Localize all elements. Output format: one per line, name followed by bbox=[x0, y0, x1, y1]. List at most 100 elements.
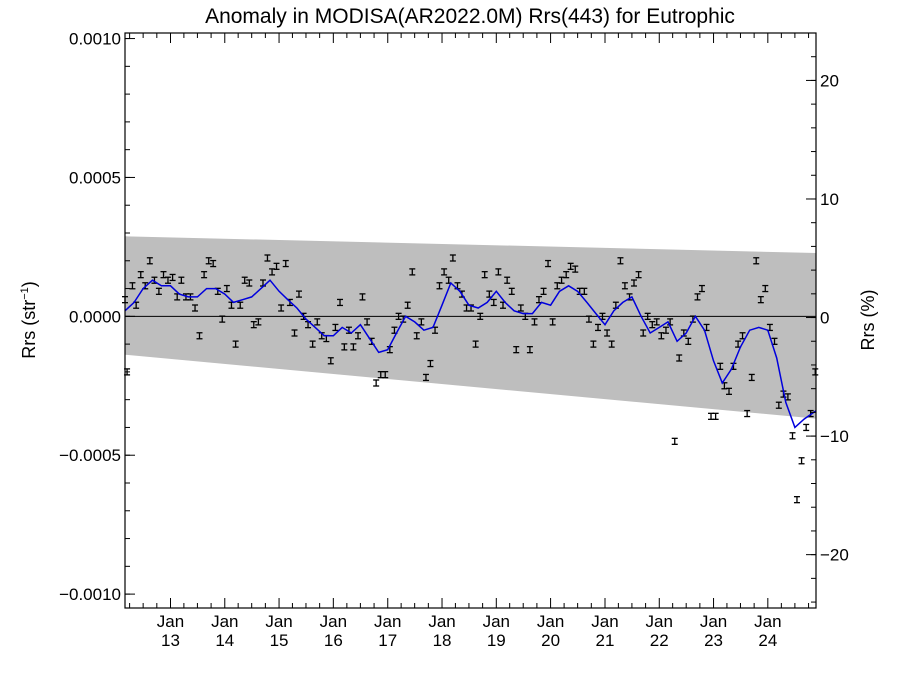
data-point bbox=[291, 329, 298, 337]
data-point bbox=[155, 287, 162, 295]
data-point bbox=[359, 293, 366, 301]
x-tick-month: Jan bbox=[374, 612, 401, 631]
data-point bbox=[178, 276, 185, 284]
data-point bbox=[798, 457, 805, 465]
data-point bbox=[563, 271, 570, 279]
data-point bbox=[449, 254, 456, 262]
data-point bbox=[332, 323, 339, 332]
x-tick-month: Jan bbox=[428, 612, 455, 631]
data-point bbox=[364, 318, 371, 326]
data-point bbox=[192, 304, 199, 312]
data-point bbox=[327, 357, 334, 365]
data-point bbox=[129, 282, 136, 290]
data-point bbox=[604, 329, 611, 337]
data-point bbox=[653, 318, 660, 326]
right-axis: 20 10 0 −10 −20 bbox=[806, 32, 849, 603]
data-point bbox=[630, 279, 637, 287]
x-tick-year: 15 bbox=[270, 631, 289, 650]
data-point bbox=[314, 318, 321, 326]
uncertainty-band bbox=[125, 236, 816, 419]
data-point bbox=[309, 340, 316, 348]
x-tick-month: Jan bbox=[211, 612, 238, 631]
data-point bbox=[481, 271, 488, 279]
data-point bbox=[549, 318, 556, 326]
data-point bbox=[526, 346, 533, 354]
data-point bbox=[608, 340, 615, 348]
left-tick-label: −0.0005 bbox=[59, 446, 121, 465]
x-tick-year: 19 bbox=[487, 631, 506, 650]
right-tick-label: −10 bbox=[820, 427, 849, 446]
data-point bbox=[441, 268, 448, 276]
data-point bbox=[789, 432, 796, 440]
data-point bbox=[237, 301, 244, 309]
data-point bbox=[545, 259, 552, 268]
data-point bbox=[278, 304, 285, 312]
data-point bbox=[508, 287, 515, 295]
data-point bbox=[201, 271, 208, 279]
data-point bbox=[472, 340, 479, 348]
data-point bbox=[640, 329, 647, 337]
right-axis-label: Rrs (%) bbox=[858, 290, 878, 351]
data-point bbox=[373, 379, 380, 387]
data-point bbox=[531, 318, 538, 326]
data-point bbox=[164, 276, 171, 284]
data-point bbox=[146, 257, 153, 265]
data-point bbox=[567, 262, 574, 270]
x-tick-month: Jan bbox=[265, 612, 292, 631]
data-point bbox=[413, 332, 420, 340]
data-point bbox=[744, 409, 751, 418]
left-axis: 0.0010 0.0005 0.0000 −0.0005 −0.0010 bbox=[59, 30, 135, 604]
data-point bbox=[793, 496, 800, 504]
data-point bbox=[490, 298, 497, 307]
data-point bbox=[246, 279, 253, 287]
x-tick-month: Jan bbox=[700, 612, 727, 631]
right-tick-label: 10 bbox=[820, 190, 839, 209]
data-point bbox=[757, 296, 764, 304]
left-tick-label: 0.0010 bbox=[69, 30, 121, 49]
data-point bbox=[196, 332, 203, 340]
data-point bbox=[350, 343, 357, 351]
data-point bbox=[775, 401, 782, 409]
data-point bbox=[137, 271, 144, 279]
data-point bbox=[698, 284, 705, 293]
data-point bbox=[671, 437, 678, 445]
data-point bbox=[255, 318, 262, 326]
left-tick-label: −0.0010 bbox=[59, 585, 121, 604]
chart-title: Anomaly in MODISA(AR2022.0M) Rrs(443) fo… bbox=[205, 5, 735, 28]
data-point bbox=[676, 354, 683, 362]
x-tick-year: 16 bbox=[324, 631, 343, 650]
data-point bbox=[436, 282, 443, 290]
data-point bbox=[513, 346, 520, 354]
data-point bbox=[169, 273, 176, 282]
data-point bbox=[422, 373, 429, 382]
data-point bbox=[341, 343, 348, 351]
data-point bbox=[404, 301, 411, 309]
x-tick-month: Jan bbox=[483, 612, 510, 631]
data-point bbox=[241, 276, 248, 284]
data-point bbox=[295, 290, 302, 298]
data-point bbox=[418, 318, 425, 326]
right-tick-label: 20 bbox=[820, 71, 839, 90]
left-tick-label: 0.0005 bbox=[69, 168, 121, 187]
left-axis-label: Rrs (str−1) bbox=[19, 281, 39, 359]
data-point bbox=[273, 262, 280, 270]
x-tick-month: Jan bbox=[646, 612, 673, 631]
data-point bbox=[621, 282, 628, 290]
data-point bbox=[662, 326, 669, 334]
right-tick-label: −20 bbox=[820, 546, 849, 565]
data-point bbox=[581, 287, 588, 295]
data-point bbox=[617, 257, 624, 265]
data-point bbox=[210, 259, 217, 268]
x-tick-month: Jan bbox=[320, 612, 347, 631]
data-point bbox=[590, 340, 597, 348]
data-point bbox=[337, 298, 344, 307]
right-tick-label: 0 bbox=[820, 309, 829, 328]
data-point bbox=[649, 321, 656, 329]
data-point bbox=[355, 332, 362, 340]
x-tick-month: Jan bbox=[157, 612, 184, 631]
data-point bbox=[409, 268, 416, 276]
x-tick-year: 18 bbox=[433, 631, 452, 650]
data-point bbox=[635, 271, 642, 279]
data-point bbox=[504, 276, 511, 284]
plot-frame bbox=[124, 32, 817, 609]
